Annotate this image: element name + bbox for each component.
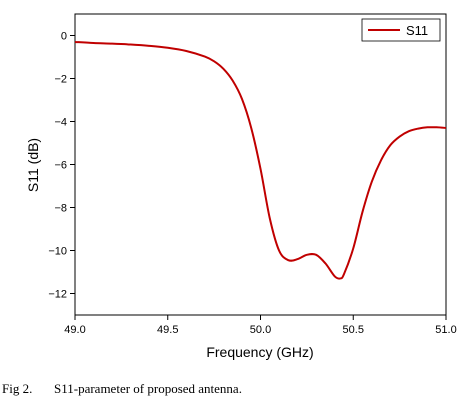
y-tick-label: −12: [48, 289, 67, 301]
x-axis-title: Frequency (GHz): [206, 344, 313, 360]
x-tick-label: 50.0: [250, 324, 271, 336]
y-axis-title: S11 (dB): [25, 138, 41, 192]
y-tick-label: −6: [54, 160, 67, 172]
legend-label: S11: [406, 23, 428, 38]
x-tick-label: 49.0: [64, 324, 85, 336]
x-tick-label: 51.0: [435, 324, 456, 336]
y-tick-label: −10: [48, 246, 67, 258]
y-tick-label: −4: [54, 117, 67, 129]
figure-caption: Fig 2. S11-parameter of proposed antenna.: [2, 381, 472, 397]
x-tick-label: 50.5: [343, 324, 364, 336]
s11-chart: 49.0 49.5 50.0 50.5 51.0 0 −2 −4 −6 −8 −10 −12 S11…: [25, 13, 457, 360]
figure-label: Fig 2.: [2, 381, 33, 396]
x-tick-label: 49.5: [157, 324, 178, 336]
s11-series-line: [74, 40, 447, 280]
y-tick-label: −8: [54, 203, 67, 215]
y-tick-label: −2: [54, 74, 67, 86]
legend: S11: [361, 18, 441, 42]
caption-text: S11-parameter of proposed antenna.: [54, 381, 242, 396]
x-axis-ticks: 49.0 49.5 50.0 50.5 51.0: [64, 315, 457, 336]
legend-box: [361, 18, 441, 42]
y-axis-ticks: 0 −2 −4 −6 −8 −10 −12: [48, 31, 75, 301]
y-tick-label: 0: [61, 31, 67, 43]
